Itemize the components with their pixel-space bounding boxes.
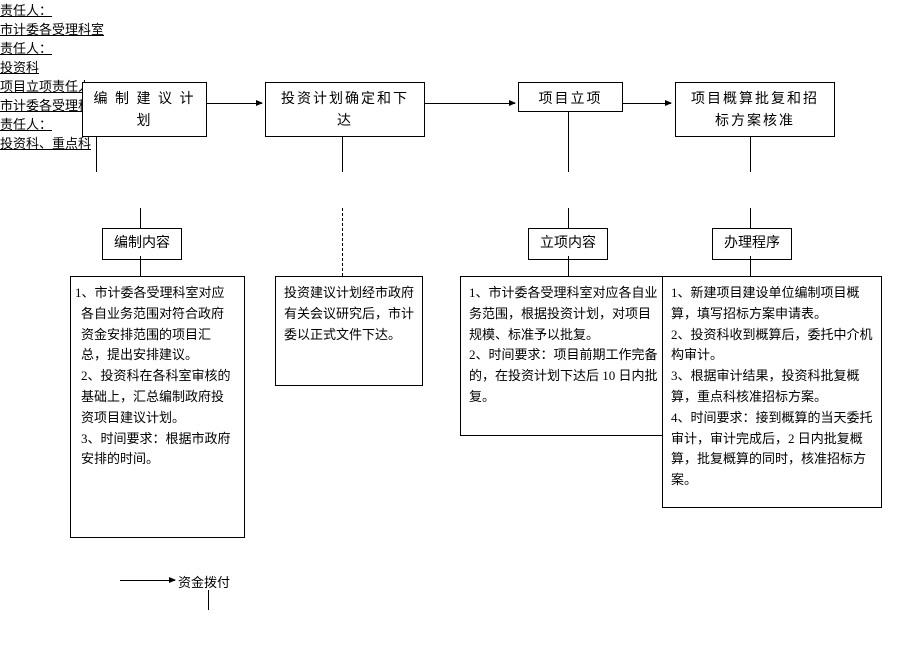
step2-responsible: 责任人： 投资科 xyxy=(0,38,120,76)
resp-value: 市计委各受理科室 xyxy=(0,22,104,37)
step3-title: 项目立项 xyxy=(518,82,623,112)
connector xyxy=(568,208,569,228)
footer-label: 资金拨付 xyxy=(178,572,230,591)
resp-label: 责任人： xyxy=(0,41,52,56)
connector-dashed xyxy=(342,208,343,276)
step2-title: 投资计划确定和下达 xyxy=(265,82,425,137)
step4-mid: 办理程序 xyxy=(712,228,792,260)
connector xyxy=(140,256,141,276)
step1-desc: 1、市计委各受理科室对应各自业务范围对符合政府资金安排范围的项目汇总，提出安排建… xyxy=(70,276,245,538)
connector xyxy=(568,256,569,276)
resp-label: 责任人： xyxy=(0,117,52,132)
step2-desc-real: 投资建议计划经市政府有关会议研究后，市计委以正式文件下达。 xyxy=(275,276,423,386)
footer-arrow xyxy=(120,580,175,581)
connector xyxy=(750,256,751,276)
footer-connector xyxy=(208,590,209,610)
connector xyxy=(96,137,97,172)
resp-value: 投资科 xyxy=(0,60,39,75)
step3-desc: 1、市计委各受理科室对应各自业务范围，根据投资计划，对项目规模、标准予以批复。 … xyxy=(460,276,670,436)
connector xyxy=(140,208,141,228)
connector xyxy=(568,112,569,172)
step4-title: 项目概算批复和招标方案核准 xyxy=(675,82,835,137)
connector xyxy=(750,137,751,172)
step1-responsible: 责任人： 市计委各受理科室 xyxy=(0,0,160,38)
connector xyxy=(342,137,343,172)
arrow-3-4 xyxy=(623,103,671,104)
arrow-2-3 xyxy=(425,103,515,104)
resp-label: 责任人： xyxy=(0,3,52,18)
step1-mid: 编制内容 xyxy=(102,228,182,260)
resp-value: 投资科、重点科 xyxy=(0,136,91,151)
arrow-1-2 xyxy=(207,103,262,104)
step4-desc: 1、新建项目建设单位编制项目概算，填写招标方案申请表。 2、投资科收到概算后，委… xyxy=(662,276,882,508)
step1-title: 编 制 建 议 计划 xyxy=(82,82,207,137)
connector xyxy=(750,208,751,228)
